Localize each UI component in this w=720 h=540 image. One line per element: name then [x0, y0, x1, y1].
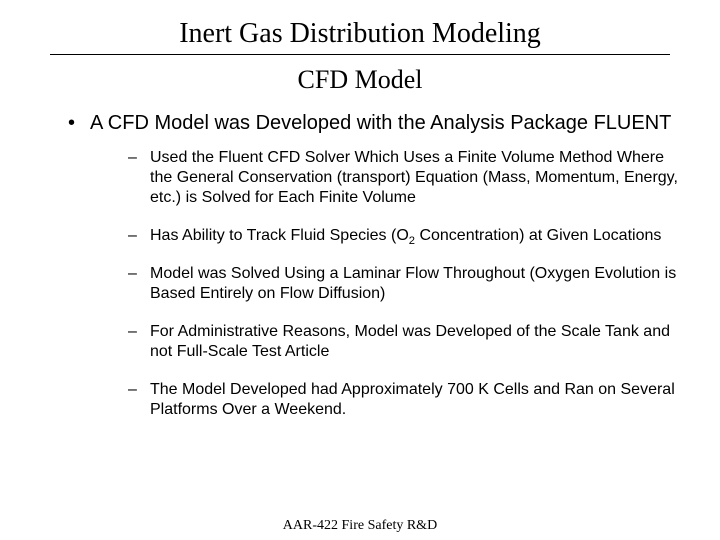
bullet-text-post: Concentration) at Given Locations: [415, 227, 661, 244]
list-item: The Model Developed had Approximately 70…: [128, 380, 680, 420]
bullet-text: For Administrative Reasons, Model was De…: [150, 323, 670, 360]
bullet-list-level2: Used the Fluent CFD Solver Which Uses a …: [90, 148, 680, 420]
list-item: Model was Solved Using a Laminar Flow Th…: [128, 264, 680, 304]
bullet-text: Model was Solved Using a Laminar Flow Th…: [150, 265, 676, 302]
bullet-list-level1: A CFD Model was Developed with the Analy…: [40, 111, 680, 420]
slide-title: Inert Gas Distribution Modeling: [50, 18, 670, 50]
list-item: Has Ability to Track Fluid Species (O2 C…: [128, 226, 680, 246]
slide-footer: AAR-422 Fire Safety R&D: [0, 518, 720, 534]
bullet-text: Used the Fluent CFD Solver Which Uses a …: [150, 149, 678, 206]
bullet-text: The Model Developed had Approximately 70…: [150, 381, 675, 418]
list-item: For Administrative Reasons, Model was De…: [128, 322, 680, 362]
bullet-text: A CFD Model was Developed with the Analy…: [90, 112, 671, 134]
slide-subtitle: CFD Model: [40, 65, 680, 95]
list-item: Used the Fluent CFD Solver Which Uses a …: [128, 148, 680, 208]
title-container: Inert Gas Distribution Modeling: [50, 18, 670, 55]
list-item: A CFD Model was Developed with the Analy…: [68, 111, 680, 420]
slide: Inert Gas Distribution Modeling CFD Mode…: [0, 0, 720, 420]
bullet-text-pre: Has Ability to Track Fluid Species (O: [150, 227, 409, 244]
